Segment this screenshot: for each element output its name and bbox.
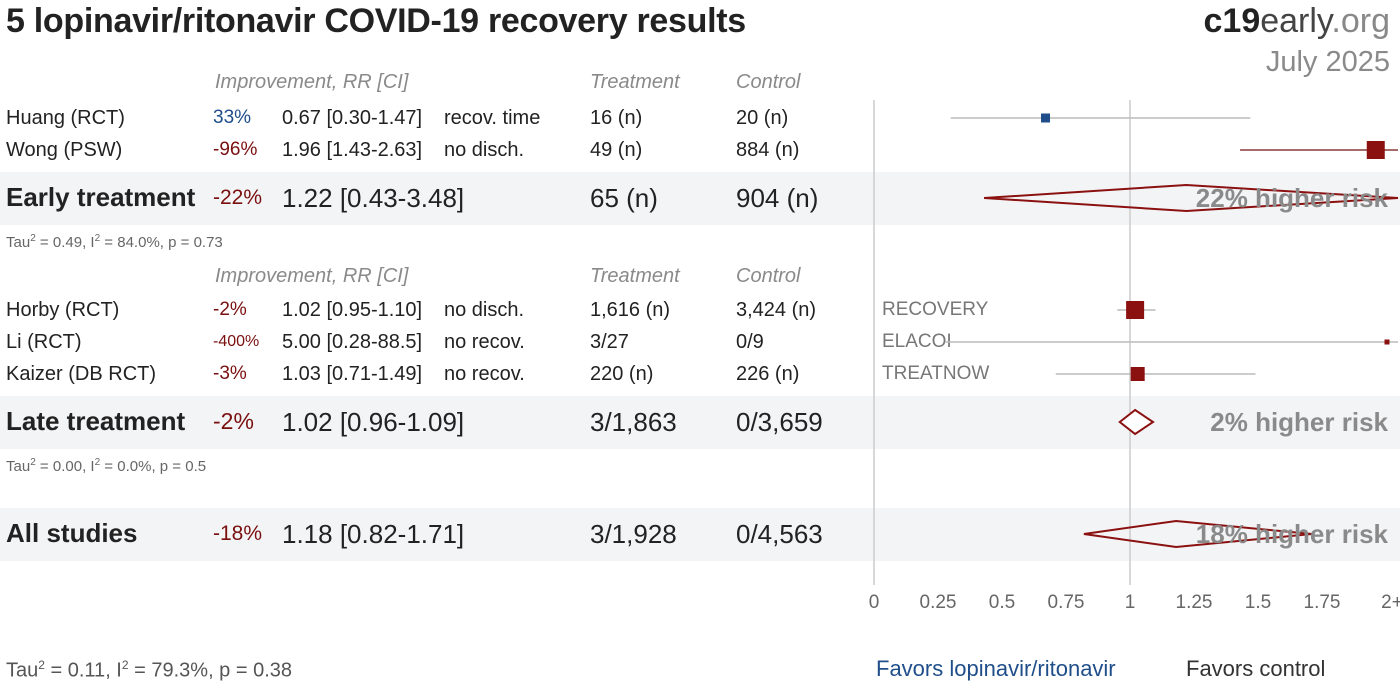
favors-treatment-label: Favors lopinavir/ritonavir xyxy=(876,656,1116,681)
point-estimate-square xyxy=(1041,113,1051,123)
header-control: Control xyxy=(736,71,801,93)
summary-diamond xyxy=(1083,519,1312,549)
header-improvement: Improvement, RR [CI] xyxy=(215,71,409,93)
report-date: July 2025 xyxy=(1265,46,1390,78)
brand-part-1: c19 xyxy=(1203,2,1261,40)
study-control: 884 (n) xyxy=(736,139,800,161)
study-outcome: no disch. xyxy=(444,139,525,161)
summary-diamond xyxy=(984,183,1399,213)
page-title: 5 lopinavir/ritonavir COVID-19 recovery … xyxy=(6,2,746,40)
tau2-value: 0.00 xyxy=(52,458,83,475)
study-improvement: 33% xyxy=(213,107,252,128)
i2-value: 84.0% xyxy=(117,234,160,251)
study-treatment: 16 (n) xyxy=(590,107,643,129)
point-estimate-square xyxy=(1130,367,1145,381)
study-improvement: -2% xyxy=(213,299,247,320)
point-estimate-square xyxy=(1126,301,1145,319)
axis-tick-label: 0.5 xyxy=(989,592,1015,613)
header-control: Control xyxy=(736,265,801,287)
p-value: 0.73 xyxy=(193,234,223,251)
study-site: TREATNOW xyxy=(882,363,990,384)
late-summary-band xyxy=(0,396,1400,449)
study-improvement: -400% xyxy=(213,333,260,350)
late-risk-label: 2% higher risk xyxy=(1210,407,1388,437)
i2-value: 79.3% xyxy=(151,659,209,682)
study-treatment: 1,616 (n) xyxy=(590,299,671,321)
study-name: Kaizer (DB RCT) xyxy=(6,363,157,385)
study-name: Huang (RCT) xyxy=(6,107,125,129)
brand-logo: c19early.org xyxy=(1204,2,1391,41)
axis-tick-label: 1.75 xyxy=(1304,592,1341,613)
p-value: 0.5 xyxy=(185,458,207,475)
study-name: Li (RCT) xyxy=(6,331,82,353)
tau2-value: 0.11 xyxy=(67,659,106,682)
summary-diamond xyxy=(1118,408,1155,436)
group-stats: Tau2 = 0.00, I2 = 0.0%, p = 0.5 xyxy=(6,457,207,475)
study-outcome: recov. time xyxy=(444,107,541,129)
axis-tick-label: 0.75 xyxy=(1048,592,1085,613)
study-rr: 5.00 [0.28-88.5] xyxy=(282,331,423,353)
point-estimate-square xyxy=(1384,339,1390,345)
axis-tick-label: 1.25 xyxy=(1176,592,1213,613)
overall-rr: 1.18 [0.82-1.71] xyxy=(282,519,465,549)
overall-treatment: 3/1,928 xyxy=(590,519,677,549)
study-treatment: 49 (n) xyxy=(590,139,643,161)
study-rr: 1.03 [0.71-1.49] xyxy=(282,363,423,385)
overall-name: All studies xyxy=(6,518,138,548)
header-treatment: Treatment xyxy=(590,265,680,287)
early-risk-label: 22% higher risk xyxy=(1195,183,1388,213)
summary-name: Early treatment xyxy=(6,182,196,212)
summary-rr: 1.22 [0.43-3.48] xyxy=(282,183,465,213)
overall-stats: Tau2 = 0.11, I2 = 79.3%, p = 0.38 xyxy=(6,658,293,682)
header-treatment: Treatment xyxy=(590,71,680,93)
study-outcome: no recov. xyxy=(444,363,525,385)
study-outcome: no recov. xyxy=(444,331,525,353)
study-treatment: 220 (n) xyxy=(590,363,654,385)
summary-control: 904 (n) xyxy=(736,183,819,213)
study-rr: 1.96 [1.43-2.63] xyxy=(282,139,423,161)
point-estimate-square xyxy=(1366,141,1385,159)
axis-tick-label: 1 xyxy=(1125,592,1136,613)
summary-control: 0/3,659 xyxy=(736,407,823,437)
study-treatment: 3/27 xyxy=(590,331,629,353)
p-value: 0.38 xyxy=(253,659,293,682)
axis-tick-label: 0.25 xyxy=(920,592,957,613)
study-rr: 0.67 [0.30-1.47] xyxy=(282,107,423,129)
axis-tick-label: 2+ xyxy=(1381,592,1400,613)
summary-improvement: -2% xyxy=(213,408,254,434)
study-control: 3,424 (n) xyxy=(736,299,817,321)
overall-control: 0/4,563 xyxy=(736,519,823,549)
group-stats: Tau2 = 0.49, I2 = 84.0%, p = 0.73 xyxy=(6,233,223,251)
study-control: 0/9 xyxy=(736,331,764,353)
overall-summary-band xyxy=(0,508,1400,561)
axis-tick-label: 1.5 xyxy=(1245,592,1271,613)
study-improvement: -96% xyxy=(213,139,258,160)
study-rr: 1.02 [0.95-1.10] xyxy=(282,299,423,321)
study-improvement: -3% xyxy=(213,363,247,384)
study-name: Horby (RCT) xyxy=(6,299,120,321)
study-outcome: no disch. xyxy=(444,299,525,321)
summary-name: Late treatment xyxy=(6,406,186,436)
brand-part-3: .org xyxy=(1331,2,1390,40)
summary-rr: 1.02 [0.96-1.09] xyxy=(282,407,465,437)
overall-improvement: -18% xyxy=(213,522,263,545)
axis-tick-label: 0 xyxy=(869,592,880,613)
i2-value: 0.0% xyxy=(117,458,152,475)
study-site: RECOVERY xyxy=(882,299,989,320)
summary-treatment: 65 (n) xyxy=(590,183,658,213)
study-control: 20 (n) xyxy=(736,107,789,129)
study-site: ELACOI xyxy=(882,331,952,352)
tau2-value: 0.49 xyxy=(52,234,83,251)
early-summary-band xyxy=(0,172,1400,225)
study-name: Wong (PSW) xyxy=(6,139,123,161)
summary-treatment: 3/1,863 xyxy=(590,407,677,437)
favors-control-label: Favors control xyxy=(1186,656,1326,681)
brand-part-2: early xyxy=(1260,2,1332,40)
summary-improvement: -22% xyxy=(213,186,263,209)
study-control: 226 (n) xyxy=(736,363,800,385)
header-improvement: Improvement, RR [CI] xyxy=(215,265,409,287)
overall-risk-label: 18% higher risk xyxy=(1195,519,1388,549)
